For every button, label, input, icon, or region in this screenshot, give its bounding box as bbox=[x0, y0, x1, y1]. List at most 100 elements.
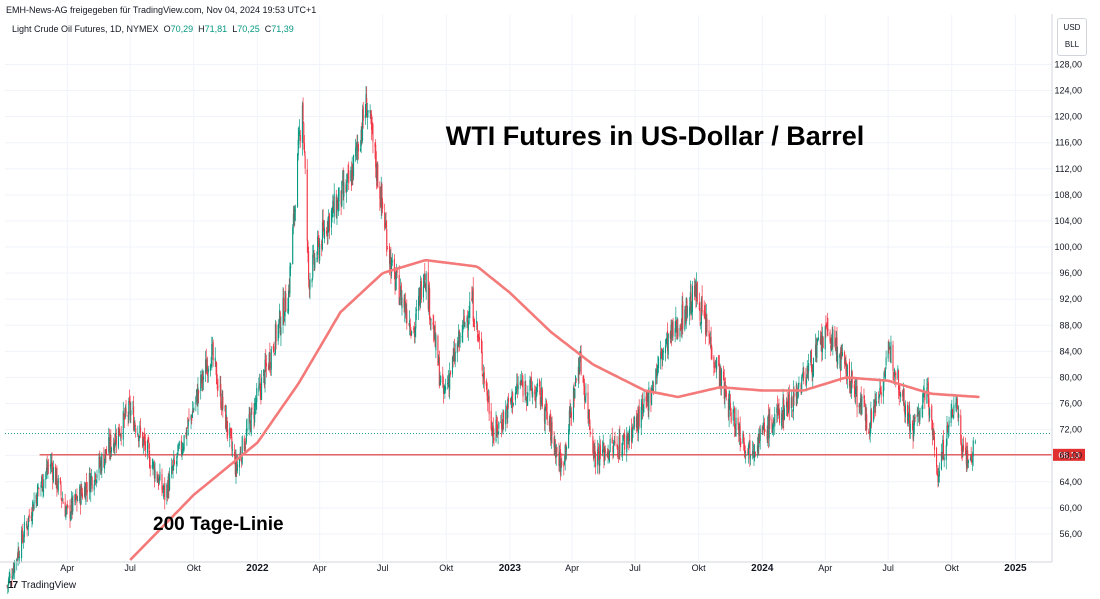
candle-body bbox=[526, 395, 528, 403]
candle-body bbox=[79, 486, 81, 501]
candle-body bbox=[403, 298, 405, 308]
candle-body bbox=[700, 322, 702, 325]
candle-body bbox=[284, 291, 286, 317]
candle-body bbox=[312, 250, 315, 254]
candle-body bbox=[680, 326, 682, 331]
x-tick-label: 2025 bbox=[1004, 563, 1027, 574]
candle-body bbox=[270, 365, 272, 367]
candle-body bbox=[568, 429, 570, 448]
candle-body bbox=[299, 135, 301, 141]
candle-body bbox=[486, 383, 488, 396]
candle-body bbox=[153, 463, 155, 465]
candle-body bbox=[8, 576, 10, 583]
candle-body bbox=[409, 320, 411, 328]
candle-body bbox=[447, 382, 449, 385]
candle-body bbox=[381, 184, 383, 205]
candle-body bbox=[104, 458, 106, 469]
candle-body bbox=[624, 434, 626, 450]
candle-body bbox=[827, 328, 829, 331]
candle-body bbox=[758, 434, 761, 444]
candle-body bbox=[900, 393, 902, 398]
candle-body bbox=[399, 298, 401, 306]
candle-body bbox=[423, 274, 425, 287]
candle-body bbox=[507, 397, 510, 402]
candle-body bbox=[836, 337, 838, 362]
candle-body bbox=[370, 114, 373, 130]
y-tick-label: 56,00 bbox=[1059, 529, 1082, 539]
candle-body bbox=[245, 443, 247, 445]
candle-body bbox=[62, 501, 64, 504]
candle-body bbox=[810, 351, 812, 363]
candle-body bbox=[467, 320, 469, 327]
candle-body bbox=[641, 403, 643, 411]
candle-body bbox=[916, 414, 918, 418]
candle-body bbox=[904, 405, 907, 417]
candle-body bbox=[529, 380, 531, 391]
candle-body bbox=[458, 331, 460, 346]
candle-body bbox=[173, 458, 175, 467]
candle-body bbox=[627, 437, 629, 439]
candle-body bbox=[606, 451, 608, 458]
candle-body bbox=[311, 279, 313, 283]
candle-body bbox=[115, 432, 117, 445]
y-tick-label: 68,00 bbox=[1059, 451, 1082, 461]
candle-body bbox=[902, 390, 904, 396]
candle-body bbox=[32, 501, 34, 517]
candle-body bbox=[714, 366, 716, 368]
candle-body bbox=[332, 201, 335, 213]
candle-body bbox=[40, 485, 42, 488]
y-tick-label: 84,00 bbox=[1059, 346, 1082, 356]
candle-body bbox=[744, 445, 746, 453]
candle-body bbox=[449, 370, 451, 375]
candle-body bbox=[832, 329, 834, 347]
candle-body bbox=[812, 373, 814, 378]
candle-body bbox=[655, 369, 657, 385]
candle-body bbox=[468, 315, 470, 318]
candle-body bbox=[424, 274, 426, 281]
candle-body bbox=[534, 395, 537, 402]
candle-body bbox=[110, 435, 112, 454]
candle-body bbox=[108, 437, 110, 453]
candle-body bbox=[157, 477, 160, 487]
candle-body bbox=[388, 245, 391, 264]
candle-body bbox=[942, 440, 945, 460]
candle-body bbox=[268, 353, 270, 368]
candle-body bbox=[375, 144, 377, 168]
candle-body bbox=[200, 376, 202, 384]
candle-body bbox=[531, 389, 533, 395]
candle-body bbox=[584, 398, 586, 401]
candle-body bbox=[418, 291, 420, 300]
candle-body bbox=[253, 411, 255, 419]
ma200-line bbox=[129, 258, 980, 561]
candle-body bbox=[893, 372, 895, 374]
candle-body bbox=[337, 200, 339, 210]
candle-body bbox=[788, 394, 790, 413]
candle-body bbox=[167, 476, 169, 498]
candle-body bbox=[244, 446, 246, 449]
candle-body bbox=[176, 452, 178, 459]
candle-body bbox=[153, 464, 155, 479]
candle-body bbox=[879, 388, 881, 395]
candle-body bbox=[248, 413, 250, 430]
candle-body bbox=[61, 500, 63, 501]
candle-body bbox=[793, 393, 795, 398]
y-tick-label: 116,00 bbox=[1055, 138, 1082, 148]
candle-body bbox=[918, 411, 920, 415]
candle-body bbox=[45, 467, 48, 473]
candle-body bbox=[563, 462, 565, 467]
candle-body bbox=[643, 398, 645, 403]
candle-body bbox=[947, 427, 949, 429]
candle-body bbox=[911, 421, 913, 423]
symbol-legend[interactable]: Light Crude Oil Futures, 1D, NYMEX O70,2… bbox=[12, 24, 294, 34]
candle-body bbox=[163, 486, 165, 490]
currency-unit-button[interactable]: USD BLL bbox=[1057, 18, 1087, 56]
candle-body bbox=[660, 349, 662, 354]
candle-body bbox=[597, 446, 599, 456]
candle-body bbox=[766, 430, 768, 440]
candle-body bbox=[33, 500, 35, 510]
candle-body bbox=[285, 293, 287, 312]
tradingview-brand[interactable]: 17 TradingView bbox=[8, 580, 76, 591]
candle-body bbox=[534, 389, 536, 395]
candle-body bbox=[584, 385, 586, 401]
